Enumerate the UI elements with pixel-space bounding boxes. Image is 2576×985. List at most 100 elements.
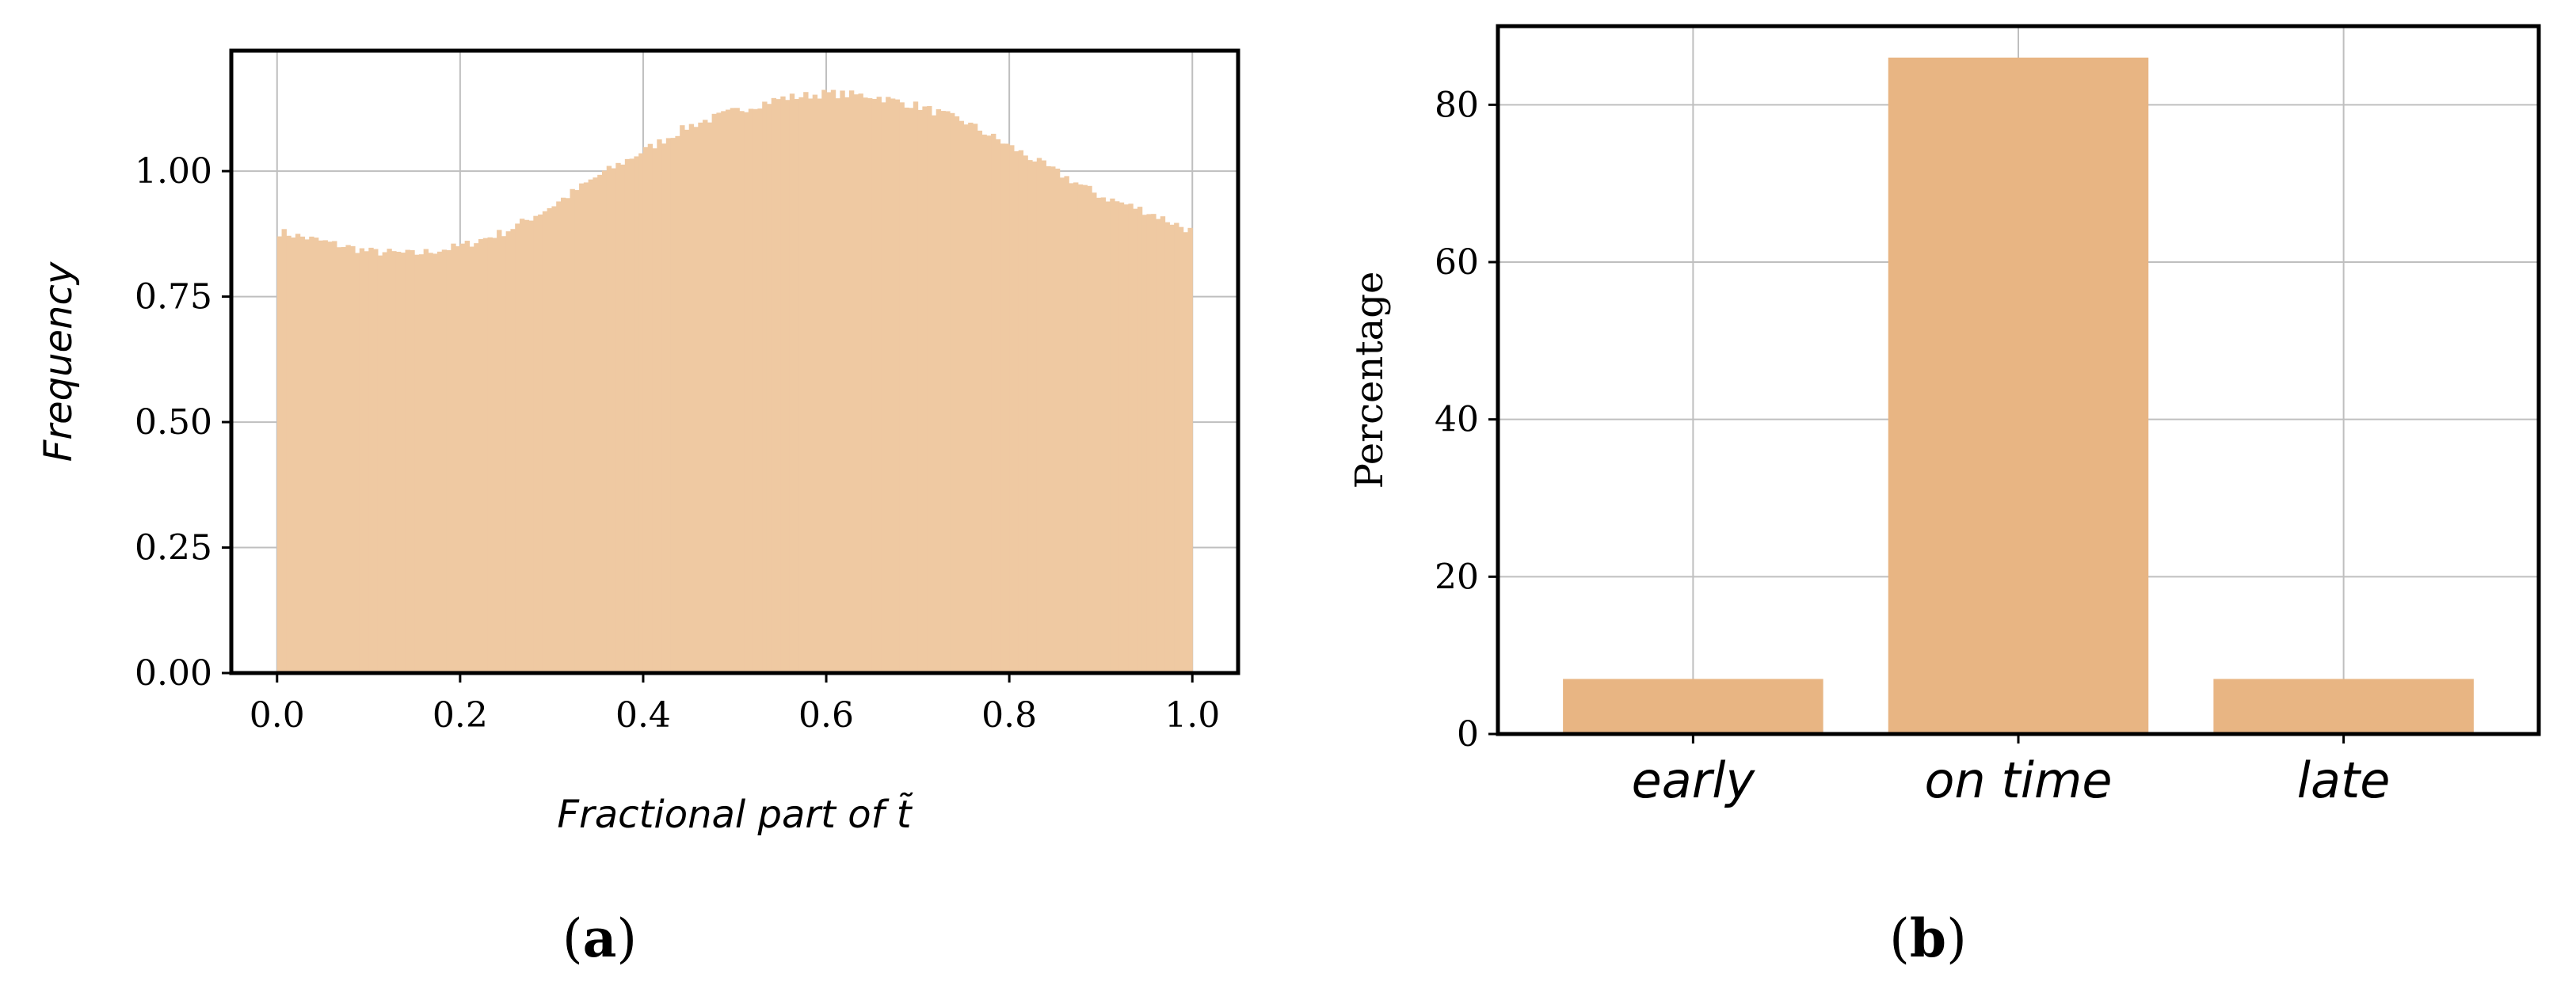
histogram-bin <box>1133 208 1138 673</box>
histogram-bin <box>505 231 512 673</box>
histogram-bin <box>528 220 534 673</box>
panel-a-x-tick-label: 0.8 <box>981 695 1037 736</box>
histogram-bin <box>583 182 589 673</box>
panel-b-caption: (b) <box>1889 907 1967 969</box>
histogram-bin <box>1092 192 1097 674</box>
histogram-bin <box>423 249 429 673</box>
histogram-bin <box>281 229 287 673</box>
panel-b-category-label: early <box>1632 751 1756 809</box>
histogram-bin <box>647 143 654 674</box>
histogram-bin <box>579 183 585 673</box>
histogram-bin <box>487 237 493 674</box>
histogram-bin <box>373 249 379 673</box>
histogram-bin <box>1077 184 1084 673</box>
histogram-bin <box>1046 165 1051 674</box>
histogram-bin <box>405 249 410 673</box>
histogram-bin <box>871 99 878 673</box>
panel-b-category-label: on time <box>1924 751 2112 809</box>
panel-b-y-tick-label: 80 <box>1435 85 1479 125</box>
histogram-bin <box>913 101 919 674</box>
histogram-bin <box>1169 224 1175 673</box>
histogram-bin <box>359 248 365 673</box>
panel-b-y-tick-label: 60 <box>1435 242 1479 283</box>
panel-a-y-tick-label: 0.25 <box>135 528 212 569</box>
histogram-bin <box>739 111 745 673</box>
histogram-bin <box>734 108 740 673</box>
histogram-bin <box>1164 222 1170 673</box>
histogram-bin <box>730 108 736 673</box>
histogram-bin <box>661 143 667 673</box>
panel-a-y-axis-label: Frequency <box>36 261 81 462</box>
panel-a-x-tick-label: 0.2 <box>433 695 488 736</box>
panel-a-histogram: 0.0 0.2 0.4 0.6 0.8 1.0 0.000.250.500.751.00 … <box>36 48 1240 969</box>
histogram-bin <box>1178 226 1184 673</box>
histogram-bin <box>940 111 946 674</box>
histogram-bin <box>922 106 928 673</box>
histogram-bin <box>1013 151 1019 674</box>
histogram-bin <box>1050 166 1056 673</box>
histogram-bin <box>313 238 319 673</box>
histogram-bin <box>377 255 383 673</box>
histogram-bin <box>684 129 690 673</box>
bar-on-time <box>1888 57 2149 734</box>
histogram-bin <box>459 243 466 673</box>
histogram-bin <box>1054 168 1061 674</box>
histogram-bin <box>698 122 703 673</box>
histogram-bin <box>753 108 758 673</box>
histogram-bin <box>762 101 768 673</box>
panel-b-y-tick-label: 0 <box>1457 714 1479 755</box>
histogram-bin <box>1183 232 1189 674</box>
histogram-bin <box>1105 201 1111 673</box>
histogram-bin <box>601 170 608 673</box>
histogram-bin <box>780 96 786 673</box>
histogram-bin <box>446 249 452 673</box>
panel-b-y-tick-label: 40 <box>1435 400 1479 440</box>
panel-a-y-tick-label: 0.50 <box>135 402 212 443</box>
histogram-bin <box>441 249 448 673</box>
histogram-bin <box>693 127 699 674</box>
histogram-bin <box>821 89 827 673</box>
histogram-bin <box>606 165 612 673</box>
histogram-bin <box>286 235 292 673</box>
histogram-bin <box>1110 198 1115 674</box>
histogram-bin <box>588 179 594 673</box>
histogram-bin <box>551 206 557 674</box>
histogram-bin <box>675 135 680 673</box>
panel-a-x-tick-label: 0.6 <box>798 695 854 736</box>
histogram-bin <box>1123 204 1129 673</box>
histogram-bin <box>1096 197 1102 674</box>
histogram-bin <box>830 89 836 674</box>
histogram-bin <box>775 99 781 673</box>
histogram-bin <box>615 162 621 674</box>
histogram-bin <box>894 99 901 673</box>
histogram-bin <box>560 197 566 673</box>
histogram-bin <box>1087 185 1092 673</box>
histogram-bin <box>642 146 649 673</box>
panel-a-axes-frame <box>229 48 1240 675</box>
panel-b-bars <box>1563 57 2474 734</box>
histogram-bin <box>711 113 717 674</box>
histogram-bin <box>482 238 489 673</box>
histogram-bin <box>789 93 795 674</box>
panel-b-x-ticks: early on time late <box>1632 734 2390 809</box>
panel-b-y-ticks: 0 20 40 60 80 <box>1435 85 1498 755</box>
histogram-bin <box>332 241 337 673</box>
histogram-bin <box>1036 158 1042 674</box>
histogram-bin <box>1041 160 1046 674</box>
histogram-bin <box>886 97 891 674</box>
histogram-bin <box>688 124 695 673</box>
histogram-bin <box>433 253 438 673</box>
histogram-bin <box>299 236 306 674</box>
histogram-bin <box>469 246 474 674</box>
bar-early <box>1563 679 1823 734</box>
histogram-bin <box>1137 207 1143 673</box>
histogram-bin <box>899 102 905 673</box>
histogram-bin <box>981 135 987 674</box>
histogram-bin <box>835 98 840 673</box>
histogram-bin <box>757 108 763 674</box>
panel-a-x-tick-label: 0.0 <box>250 695 305 736</box>
histogram-bin <box>917 109 923 673</box>
histogram-bin <box>382 252 388 674</box>
histogram-bin <box>703 120 708 673</box>
histogram-bin <box>327 241 333 674</box>
